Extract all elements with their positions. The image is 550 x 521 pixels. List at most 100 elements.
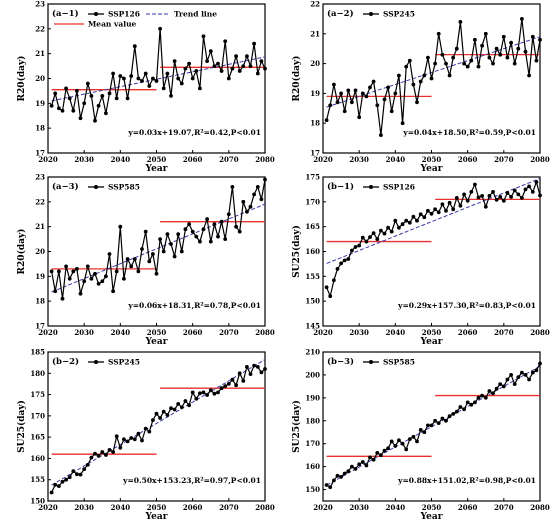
x-tick-label: 2070: [494, 155, 514, 164]
data-point: [501, 34, 506, 39]
data-point: [447, 414, 452, 419]
data-point: [332, 278, 336, 283]
data-point: [187, 61, 192, 66]
data-point: [151, 252, 155, 256]
data-point: [104, 453, 108, 457]
data-point: [179, 405, 184, 410]
data-point: [411, 82, 416, 87]
data-point: [216, 234, 220, 239]
data-point: [223, 237, 228, 241]
legend-series-marker: [94, 185, 98, 189]
data-point: [176, 232, 181, 236]
legend-series-name: SSP126: [108, 10, 140, 19]
data-point: [161, 409, 166, 414]
data-point: [433, 418, 437, 423]
data-point: [234, 224, 239, 229]
data-point: [400, 121, 405, 126]
y-tick-label: 180: [30, 369, 45, 378]
chart-panel-b-2: 2020 2030 2040 2050 2060 2070 2080 150 155 160 165…: [0, 348, 275, 521]
trend-line: [51, 56, 266, 102]
data-point: [78, 291, 83, 296]
data-point: [154, 411, 159, 416]
y-tick-label: 170: [305, 197, 320, 206]
data-point: [364, 239, 369, 244]
data-point: [122, 276, 126, 281]
data-point: [382, 97, 387, 102]
data-point: [538, 361, 542, 366]
y-tick-label: 210: [305, 348, 320, 357]
data-point: [151, 76, 155, 81]
y-tick-label: 20: [35, 74, 45, 83]
x-tick-label: 2030: [349, 155, 369, 164]
data-point: [187, 222, 192, 227]
x-tick-label: 2080: [530, 155, 550, 164]
data-point: [212, 64, 217, 68]
y-axis-label: SU25(day): [291, 225, 302, 278]
data-point: [208, 388, 213, 393]
regression-equation: y=0.04x+18.50,R²=0.59,P<0.01: [402, 128, 536, 137]
data-point: [53, 482, 58, 487]
data-point: [85, 81, 90, 86]
data-point: [407, 437, 412, 441]
regression-equation: y=0.03x+19.07,R²=0.42,P<0.01: [127, 128, 261, 137]
panel-label: (b−1): [327, 181, 354, 192]
x-tick-label: 2070: [219, 155, 239, 164]
legend-series-name: SSP245: [383, 10, 415, 19]
data-point: [129, 264, 134, 269]
data-point: [357, 462, 362, 467]
x-tick-label: 2080: [255, 328, 275, 337]
data-point: [462, 407, 466, 412]
y-tick-label: 180: [305, 416, 320, 425]
data-point: [151, 418, 155, 422]
data-point: [436, 421, 441, 425]
x-tick-label: 2060: [458, 328, 478, 337]
data-point: [350, 248, 354, 253]
data-point: [129, 436, 134, 440]
data-point: [143, 426, 148, 431]
data-point: [483, 31, 488, 36]
x-tick-label: 2040: [386, 328, 406, 337]
data-point: [71, 269, 76, 274]
data-point: [353, 88, 358, 93]
y-axis-label: R20(day): [291, 56, 302, 102]
data-point: [520, 370, 524, 375]
data-point: [498, 195, 503, 199]
x-tick-label: 2070: [219, 503, 239, 512]
data-point: [263, 177, 267, 182]
y-tick-label: 150: [30, 497, 45, 506]
chart-panel-b-1: 2020 2030 2040 2050 2060 2070 2080 145 150 155 160…: [275, 173, 550, 346]
data-point: [85, 462, 90, 467]
data-point: [498, 52, 503, 57]
y-tick-label: 190: [305, 393, 320, 402]
data-point: [49, 103, 54, 108]
y-tick-label: 170: [30, 411, 45, 420]
data-point: [433, 61, 437, 66]
data-point: [136, 269, 141, 274]
data-point: [458, 203, 463, 208]
series-line: [51, 28, 266, 121]
y-axis-label: R20(day): [16, 229, 27, 275]
data-point: [179, 81, 184, 86]
x-tick-label: 2020: [38, 328, 58, 337]
data-point: [418, 428, 423, 432]
legend-series-name: SSP585: [108, 183, 140, 192]
data-point: [512, 188, 517, 193]
data-point: [476, 64, 481, 69]
y-tick-label: 18: [35, 297, 45, 306]
data-point: [208, 49, 213, 54]
data-point: [465, 198, 470, 203]
x-tick-label: 2040: [386, 155, 406, 164]
data-point: [371, 79, 376, 84]
data-point: [426, 208, 430, 213]
data-point: [444, 208, 448, 213]
data-point: [476, 395, 481, 400]
x-tick-label: 2070: [494, 503, 514, 512]
x-tick-label: 2060: [183, 503, 203, 512]
data-point: [458, 20, 463, 24]
data-point: [161, 86, 166, 91]
y-tick-label: 21: [35, 222, 45, 231]
x-tick-label: 2060: [458, 155, 478, 164]
data-point: [205, 393, 210, 397]
data-point: [125, 257, 130, 261]
